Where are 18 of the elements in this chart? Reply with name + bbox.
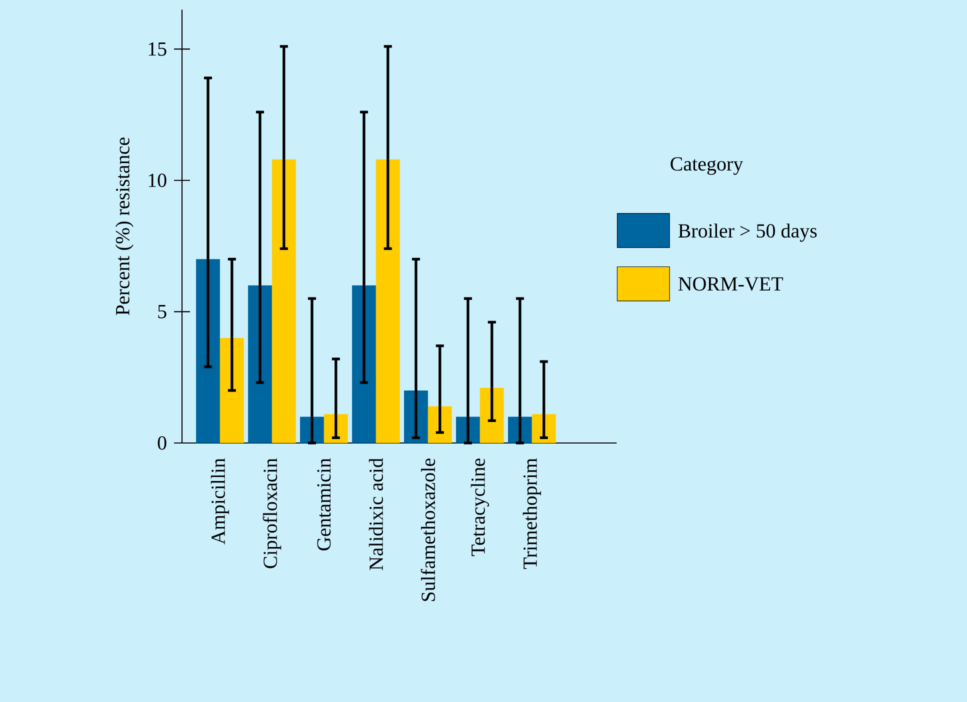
x-tick-label: Sulfamethoxazole (420, 458, 436, 601)
y-axis-title: Percent (%) resistance (115, 138, 134, 316)
x-tick-label: Ciprofloxacin (262, 458, 282, 568)
bar (220, 338, 244, 443)
bar (272, 159, 296, 443)
y-tick-label: 15 (148, 42, 166, 56)
legend-label: Broiler > 50 days (678, 224, 817, 242)
y-tick-label: 5 (158, 305, 166, 318)
y-tick-label: 10 (148, 174, 166, 188)
x-tick-label: Gentamicin (317, 458, 331, 550)
legend-label: NORM-VET (678, 277, 784, 291)
legend-title: Category (670, 157, 744, 175)
bar (376, 159, 400, 443)
x-tick-label: Tetracycline (470, 458, 490, 556)
x-tick-label: Ampicillin (210, 458, 230, 544)
x-tick-label: Nalidixic acid (368, 458, 383, 570)
y-tick-label: 0 (158, 436, 166, 450)
x-tick-label: Trimethoprim (522, 458, 541, 570)
